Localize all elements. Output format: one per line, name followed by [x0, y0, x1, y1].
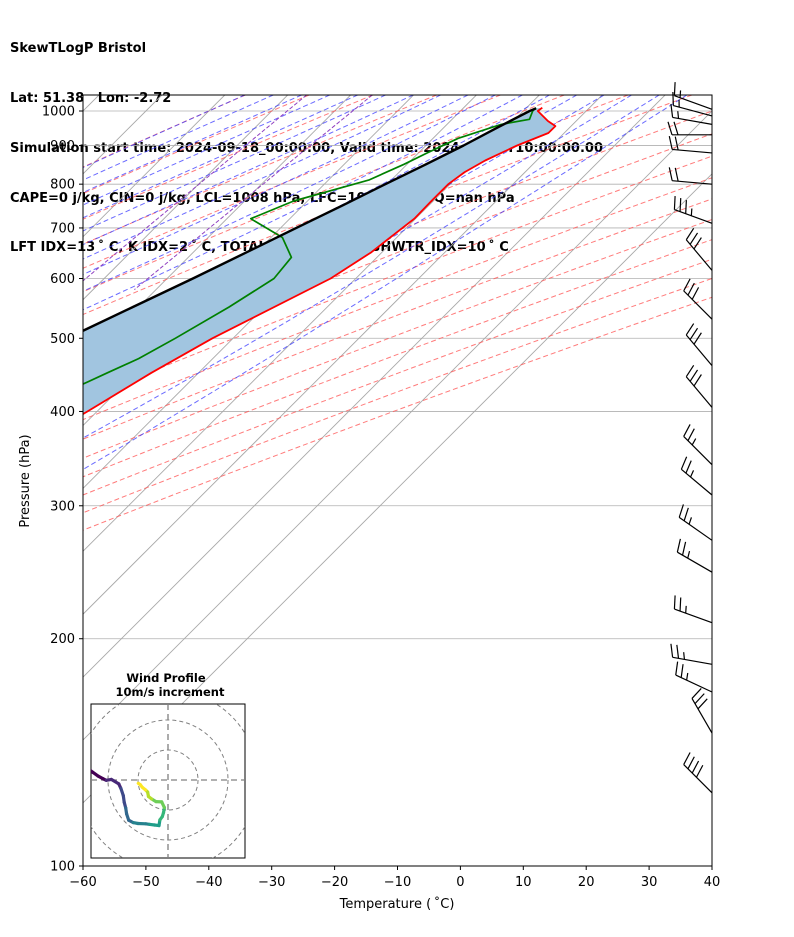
x-tick-label: 30 — [641, 875, 658, 890]
x-tick-label: 0 — [456, 875, 464, 890]
moist-adiabat — [83, 95, 358, 219]
wind-barb — [670, 103, 713, 125]
moist-adiabat — [83, 95, 330, 206]
x-tick-label: 40 — [704, 875, 721, 890]
y-tick-label: 700 — [50, 221, 75, 236]
hodograph-segment — [136, 781, 142, 787]
isotherm — [83, 95, 540, 552]
isotherm — [83, 110, 712, 741]
wind-barbs — [667, 82, 713, 794]
moist-adiabat — [83, 95, 578, 355]
moist-adiabat — [83, 95, 302, 194]
x-tick-label: −50 — [132, 875, 159, 890]
wind-barb — [683, 752, 713, 794]
cape-shading — [83, 107, 556, 415]
isotherm — [83, 95, 289, 301]
y-tick-label: 500 — [50, 332, 75, 347]
wind-barb — [668, 136, 713, 154]
moist-adiabat — [83, 95, 386, 232]
moist-adiabat — [83, 95, 246, 169]
x-tick-label: 20 — [578, 875, 595, 890]
y-axis: 100 200 300 400 500 600 700 800 900 1000 — [42, 104, 83, 875]
moist-adiabat — [83, 95, 523, 311]
wind-barb — [673, 595, 713, 624]
dry-adiabat — [83, 95, 501, 269]
dry-adiabat — [83, 155, 712, 401]
cape-line: CAPE=0 j/kg, CIN=0 j/kg, LCL=1008 hPa, L… — [10, 190, 515, 206]
dry-adiabat — [83, 258, 712, 496]
wind-barb — [685, 228, 713, 271]
profiles — [83, 106, 557, 416]
moist-adiabat — [83, 95, 688, 471]
x-tick-label: −30 — [258, 875, 285, 890]
y-tick-label: 400 — [50, 405, 75, 420]
x-tick-label: −60 — [69, 875, 96, 890]
isotherm — [83, 95, 666, 678]
wind-barb — [668, 167, 713, 185]
dry-adiabat — [83, 95, 565, 293]
dry-adiabat — [83, 277, 712, 514]
hodograph-inset: Wind Profile 10m/s increment — [90, 671, 246, 859]
isotherm — [83, 95, 100, 112]
wind-barb — [680, 456, 713, 496]
y-tick-label: 300 — [50, 499, 75, 514]
moist-adiabat — [83, 95, 274, 181]
temperature-line — [83, 106, 557, 416]
wind-barb — [676, 538, 713, 573]
wind-barb — [667, 121, 712, 136]
wind-barb — [672, 91, 713, 117]
moist-adiabat — [83, 95, 469, 276]
x-tick-label: 10 — [515, 875, 532, 890]
wind-barb — [675, 661, 713, 693]
isotherm — [83, 95, 414, 427]
moist-adiabat — [83, 95, 550, 332]
hodograph-title: Wind Profile — [126, 671, 206, 685]
wind-barb — [670, 643, 713, 665]
dry-adiabat — [83, 95, 374, 220]
mixing-ratio-line — [134, 95, 373, 290]
dry-adiabat — [83, 177, 712, 421]
y-tick-label: 1000 — [42, 104, 75, 119]
x-tick-label: −40 — [195, 875, 222, 890]
x-tick-label: −20 — [321, 875, 348, 890]
dry-adiabat — [83, 198, 712, 440]
wind-barb — [685, 364, 713, 408]
wind-barb — [683, 424, 713, 466]
y-tick-label: 200 — [50, 632, 75, 647]
parcel-line — [83, 107, 537, 333]
wind-barb — [691, 688, 713, 734]
hodograph-subtitle: 10m/s increment — [116, 685, 225, 699]
y-tick-label: 100 — [50, 860, 75, 875]
wind-barb — [678, 504, 713, 541]
mixing-ratio-lines — [83, 95, 373, 290]
moist-adiabat — [83, 95, 414, 246]
y-tick-label: 600 — [50, 272, 75, 287]
hodograph-segment — [91, 768, 95, 774]
mixing-ratio-line — [83, 95, 307, 282]
wind-barb — [673, 196, 713, 224]
wind-barb — [673, 82, 713, 110]
moist-adiabat — [83, 95, 660, 439]
x-axis: −60 −50 −40 −30 −20 −10 0 10 20 30 40 — [69, 866, 720, 890]
isotherm — [83, 95, 351, 364]
y-axis-label: Pressure (hPa) — [18, 434, 33, 527]
y-tick-label: 900 — [50, 139, 75, 154]
dewpoint-line — [83, 107, 537, 386]
title-line: SkewTLogP Bristol — [10, 41, 147, 57]
isotherm — [83, 95, 226, 238]
x-axis-label: Temperature ( ˚C) — [339, 896, 455, 912]
dry-adiabat — [83, 110, 712, 359]
wind-barb — [685, 323, 713, 367]
x-tick-label: −10 — [384, 875, 411, 890]
wind-barb — [683, 278, 713, 320]
y-tick-label: 800 — [50, 178, 75, 193]
cin-area — [83, 107, 556, 415]
